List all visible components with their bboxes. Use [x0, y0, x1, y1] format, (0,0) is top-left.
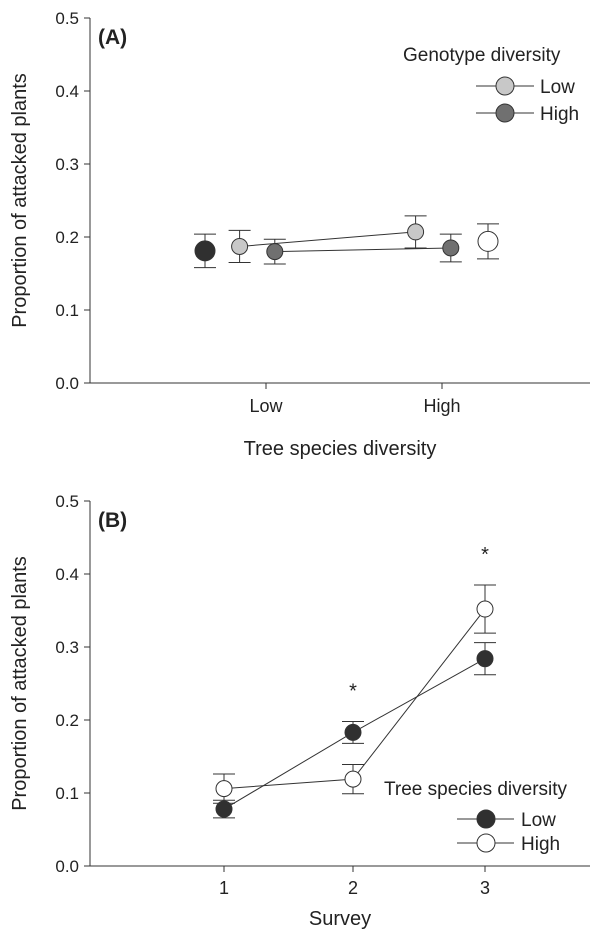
x-axis-title: Tree species diversity: [244, 438, 437, 460]
significance-marker: *: [481, 544, 489, 566]
data-point: [476, 650, 494, 668]
y-tick-label: 0.1: [55, 784, 79, 803]
legend-label: Low: [521, 810, 556, 831]
series-line: [274, 247, 451, 253]
legend-label: Low: [540, 77, 575, 98]
x-tick-label: 3: [480, 878, 490, 898]
x-tick-label: Low: [249, 396, 283, 416]
data-point: [442, 239, 460, 257]
panel-b: 0.0 0.1 0.2 0.3 0.4 0.5 1 2 3 Survey Proportion of…: [9, 492, 590, 930]
data-point: [344, 770, 362, 788]
x-tick-label: 2: [348, 878, 358, 898]
panel-label: (B): [98, 509, 127, 532]
series-line: [239, 231, 416, 247]
legend-marker: [476, 809, 496, 829]
data-point: [215, 800, 233, 818]
y-tick-label: 0.5: [55, 9, 79, 28]
y-tick-label: 0.1: [55, 301, 79, 320]
panel-label: (A): [98, 26, 127, 49]
x-tick-label: High: [423, 396, 460, 416]
data-point: [344, 723, 362, 741]
panel-a: 0.0 0.1 0.2 0.3 0.4 0.5 Low High Tree species di…: [9, 9, 590, 460]
y-tick-label: 0.4: [55, 565, 79, 584]
data-point: [215, 780, 233, 798]
y-tick-label: 0.4: [55, 82, 79, 101]
y-tick-label: 0.0: [55, 857, 79, 876]
y-tick-label: 0.0: [55, 374, 79, 393]
legend-label: High: [521, 834, 560, 855]
marginal-mean-point: [477, 230, 499, 252]
y-tick-label: 0.3: [55, 638, 79, 657]
y-axis-title: Proportion of attacked plants: [9, 556, 31, 811]
y-tick-label: 0.2: [55, 711, 79, 730]
x-axis-title: Survey: [309, 908, 371, 930]
data-point: [266, 243, 284, 261]
legend-label: High: [540, 104, 579, 125]
legend-title: Genotype diversity: [403, 45, 561, 66]
data-point: [231, 237, 249, 255]
data-point: [476, 600, 494, 618]
y-tick-label: 0.5: [55, 492, 79, 511]
legend-marker: [495, 76, 515, 96]
significance-marker: *: [349, 680, 357, 702]
y-tick-label: 0.3: [55, 155, 79, 174]
marginal-mean-point: [194, 240, 216, 262]
y-tick-label: 0.2: [55, 228, 79, 247]
y-axis-title: Proportion of attacked plants: [9, 73, 31, 328]
data-point: [407, 223, 425, 241]
legend-marker: [476, 833, 496, 853]
legend-marker: [495, 103, 515, 123]
x-tick-label: 1: [219, 878, 229, 898]
legend-title: Tree species diversity: [384, 779, 568, 800]
